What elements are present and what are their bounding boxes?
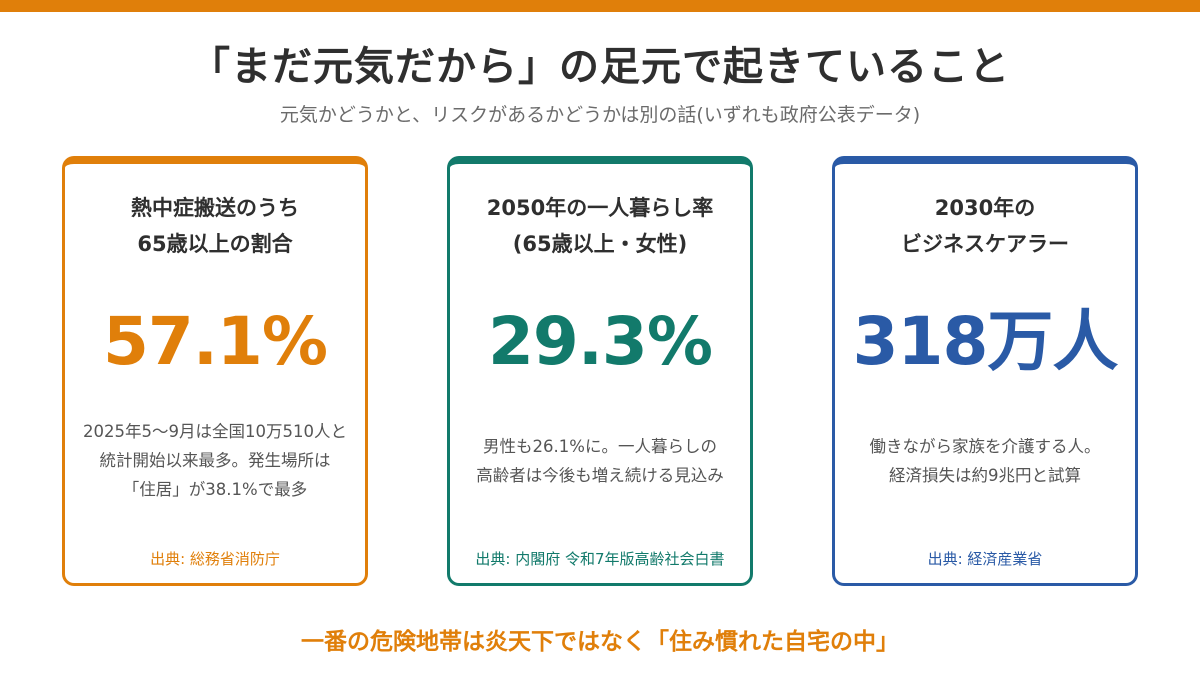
card-description: 働きながら家族を介護する人。 経済損失は約9兆円と試算: [845, 432, 1125, 490]
card-desc-line: 「住居」が38.1%で最多: [122, 480, 308, 499]
card-source: 出典: 総務省消防庁: [150, 550, 280, 568]
card-label-line: (65歳以上・女性): [512, 232, 688, 256]
card-label: 熱中症搬送のうち 65歳以上の割合: [65, 190, 365, 262]
card-value: 318万人: [852, 303, 1119, 380]
card-source: 出典: 経済産業省: [927, 550, 1043, 568]
stat-card-business-carers: 2030年の ビジネスケアラー 318万人 働きながら家族を介護する人。 経済損…: [832, 156, 1138, 586]
card-label-line: 熱中症搬送のうち: [131, 196, 299, 220]
card-desc-line: 高齢者は今後も増え続ける見込み: [476, 466, 724, 485]
page-subtitle: 元気かどうかと、リスクがあるかどうかは別の話(いずれも政府公表データ): [279, 104, 921, 126]
stat-card-heatstroke: 熱中症搬送のうち 65歳以上の割合 57.1% 2025年5〜9月は全国10万5…: [62, 156, 368, 586]
card-value: 57.1%: [103, 303, 328, 380]
top-accent-bar: [0, 0, 1200, 12]
card-label: 2050年の一人暮らし率 (65歳以上・女性): [450, 190, 750, 262]
card-desc-line: 働きながら家族を介護する人。: [869, 437, 1101, 456]
card-desc-line: 男性も26.1%に。一人暮らしの: [483, 437, 717, 456]
card-desc-line: 2025年5〜9月は全国10万510人と: [83, 422, 347, 441]
card-label: 2030年の ビジネスケアラー: [835, 190, 1135, 262]
page-title: 「まだ元気だから」の足元で起きていること: [190, 44, 1010, 90]
stat-card-living-alone: 2050年の一人暮らし率 (65歳以上・女性) 29.3% 男性も26.1%に。…: [447, 156, 753, 586]
card-description: 男性も26.1%に。一人暮らしの 高齢者は今後も増え続ける見込み: [460, 432, 740, 490]
card-source: 出典: 内閣府 令和7年版高齢社会白書: [475, 550, 725, 568]
footer-message: 一番の危険地帯は炎天下ではなく「住み慣れた自宅の中」: [301, 629, 899, 655]
card-desc-line: 統計開始以来最多。発生場所は: [99, 451, 331, 470]
card-desc-line: 経済損失は約9兆円と試算: [889, 466, 1081, 485]
card-label-line: 2030年の: [934, 196, 1036, 220]
card-value: 29.3%: [488, 303, 713, 380]
card-label-line: 65歳以上の割合: [137, 232, 293, 256]
card-label-line: 2050年の一人暮らし率: [486, 196, 714, 220]
card-label-line: ビジネスケアラー: [901, 232, 1069, 256]
card-description: 2025年5〜9月は全国10万510人と 統計開始以来最多。発生場所は 「住居」…: [75, 417, 355, 504]
